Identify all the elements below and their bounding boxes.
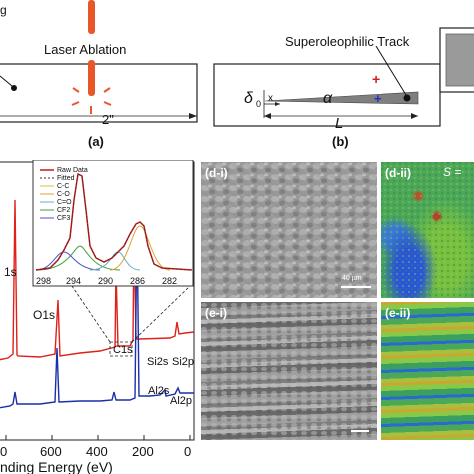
legend-cf2: CF2	[57, 207, 70, 214]
legend-cf3: CF3	[57, 215, 70, 222]
track-leader-line	[375, 45, 407, 96]
xps-xlabel: nding Energy (eV)	[0, 459, 113, 474]
peak-f1s: 1s	[4, 265, 17, 279]
side-block-sample	[445, 33, 474, 87]
scale-bar-label: 40 µm	[342, 275, 362, 282]
inset-xticks: 298 294 290 286 282	[36, 276, 177, 286]
svg-text:600: 600	[40, 444, 62, 459]
peak-si2p: Si2p	[172, 356, 194, 368]
panel-label-d-i: (d-i)	[205, 166, 228, 180]
xps-xticks-marks	[5, 435, 191, 440]
inset-zoom-lines	[71, 285, 191, 357]
s-equals-label: S =	[443, 165, 462, 179]
peak-o1s: O1s	[33, 308, 55, 322]
svg-text:290: 290	[98, 276, 113, 286]
panel-label-e-ii: (e-ii)	[385, 306, 411, 320]
plus-blue: +	[374, 91, 382, 106]
panel-label-e-i: (e-i)	[205, 306, 227, 320]
height-map-d-ii: (d-ii) S =	[381, 162, 474, 298]
track-label: Superoleophilic Track	[285, 34, 410, 49]
laser-beam-upper	[88, 0, 95, 34]
marker-dot-a	[11, 85, 17, 91]
x-axis-arrowhead	[275, 102, 280, 106]
peak-si2s: Si2s	[147, 356, 169, 368]
svg-text:294: 294	[66, 276, 81, 286]
svg-text:298: 298	[36, 276, 51, 286]
substrate-a	[0, 63, 198, 123]
dimension-arrow-b-left	[264, 113, 271, 119]
scale-bar-e	[351, 430, 369, 432]
leader-line-a	[0, 75, 13, 87]
panel-label-d-ii: (d-ii)	[385, 166, 411, 180]
legend-c-eq-o: C=O	[57, 199, 72, 206]
scale-bar	[341, 286, 371, 288]
xps-spectrum: 1s O1s C1s Si2s Si2p Al2s Al2p 298 294 2…	[0, 160, 195, 474]
inset-cc-peak	[109, 225, 171, 271]
svg-text:282: 282	[162, 276, 177, 286]
svg-text:286: 286	[130, 276, 145, 286]
L-label: L	[335, 115, 343, 132]
inset-cf3-peak	[35, 251, 101, 271]
panel-label-a: (a)	[88, 134, 104, 149]
droplet-dot	[403, 94, 411, 102]
sem-texture-d-i	[201, 162, 377, 298]
alpha-label: α	[323, 90, 333, 107]
laser-ablation-label: Laser Ablation	[44, 42, 126, 57]
svg-text:0: 0	[0, 444, 7, 459]
top-schematics: 2" Laser Ablation g (a) Superoleophilic …	[0, 0, 474, 149]
cut-label-g: g	[0, 3, 7, 17]
peak-al2s: Al2s	[148, 385, 170, 397]
svg-text:400: 400	[86, 444, 108, 459]
xps-red-spectrum	[0, 199, 195, 361]
laser-beam-lower	[88, 60, 95, 96]
delta-label: δ	[244, 90, 254, 107]
height-map-texture-d-ii	[381, 162, 474, 298]
legend-cc: C-C	[57, 183, 69, 190]
superoleophilic-track	[264, 91, 419, 105]
inset-cf2-peak	[35, 245, 121, 271]
sem-image-d-i: (d-i) 40 µm	[201, 162, 377, 298]
length-label-2in: 2"	[102, 112, 114, 127]
panel-label-b: (b)	[332, 134, 349, 149]
xps-xticks: 0 600 400 200 0	[0, 444, 191, 459]
inset-fitted	[35, 173, 193, 271]
svg-text:0: 0	[184, 444, 191, 459]
dimension-arrow-b-right	[411, 113, 418, 119]
peak-c1s: C1s	[113, 344, 133, 356]
plus-red: +	[372, 71, 380, 87]
sem-texture-e-i	[201, 302, 377, 440]
ablation-sparks	[71, 87, 112, 114]
peak-al2p: Al2p	[170, 395, 192, 407]
legend-fitted: Fitted	[57, 175, 75, 182]
legend-co: C-O	[57, 191, 70, 198]
legend-raw-data: Raw Data	[57, 167, 88, 174]
delta-subscript: 0	[256, 99, 261, 109]
sem-image-e-i: (e-i)	[201, 302, 377, 440]
x-label: x	[268, 93, 273, 104]
xps-blue-spectrum	[0, 219, 194, 409]
svg-text:200: 200	[132, 444, 154, 459]
dimension-arrow-a	[189, 113, 197, 119]
inset-legend: Raw Data Fitted C-C C-O C=O CF2 CF3	[40, 167, 88, 222]
height-map-e-ii: (e-ii)	[381, 302, 474, 440]
